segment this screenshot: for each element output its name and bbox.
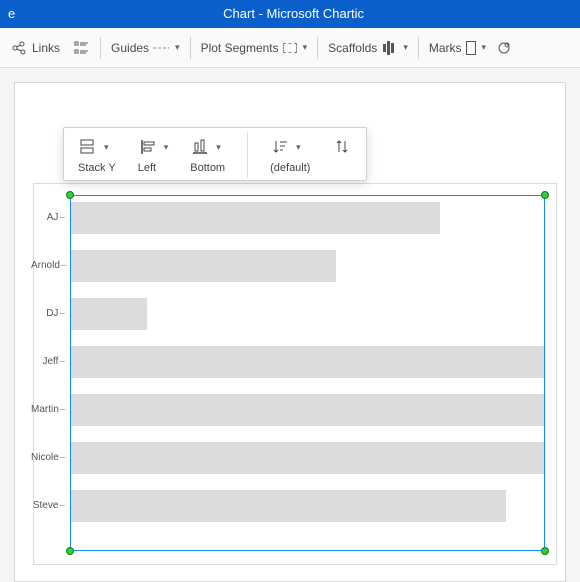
bar-row[interactable]: Steve [71, 490, 544, 522]
toolbar-separator [190, 37, 191, 59]
chevron-down-icon: ▾ [403, 42, 408, 53]
chevron-down-icon: ▾ [482, 42, 487, 53]
plot-segments-button[interactable]: Plot Segments ▾ [195, 28, 314, 67]
swap-button[interactable] [332, 136, 352, 174]
toolbar-separator [317, 37, 318, 59]
bar-row[interactable]: Nicole [71, 442, 544, 474]
scaffolds-icon [381, 40, 397, 56]
bar-label: Arnold [31, 260, 71, 271]
selection-handle-br[interactable] [541, 547, 549, 555]
selection-handle-tr[interactable] [541, 191, 549, 199]
chevron-down-icon: ▾ [303, 42, 308, 53]
stack-y-label: Stack Y [78, 162, 116, 174]
sort-default-button[interactable]: ▾ (default) [270, 136, 310, 174]
scaffolds-button[interactable]: Scaffolds ▾ [322, 28, 414, 67]
marks-label: Marks [429, 41, 462, 55]
guides-label: Guides [111, 41, 149, 55]
titlebar-left-fragment: e [8, 0, 15, 28]
plot-segments-icon [283, 43, 297, 53]
window-title: Chart - Microsoft Chartic [15, 0, 572, 28]
bar-label: AJ [31, 212, 71, 223]
marks-extra-icon [496, 40, 512, 56]
scaffolds-label: Scaffolds [328, 41, 377, 55]
align-bottom-icon [190, 137, 210, 157]
align-left-icon [138, 137, 158, 157]
bar-row[interactable]: Arnold [71, 250, 544, 282]
marks-button[interactable]: Marks ▾ [423, 28, 518, 67]
align-bottom-label: Bottom [190, 162, 225, 174]
swap-icon [332, 137, 352, 157]
context-toolbar: ▾ Stack Y ▾ Left ▾ Bottom [63, 127, 367, 181]
toolbar-separator [418, 37, 419, 59]
selection-handle-bl[interactable] [66, 547, 74, 555]
bar-rect[interactable] [71, 442, 544, 474]
chevron-down-icon: ▾ [296, 142, 301, 153]
selection-handle-tl[interactable] [66, 191, 74, 199]
bar-row[interactable]: AJ [71, 202, 544, 234]
bar-row[interactable]: DJ [71, 298, 544, 330]
main-toolbar: Links Guides ▾ Plot Segments ▾ Scaffolds… [0, 28, 580, 68]
links-label: Links [32, 41, 60, 55]
toolbar-separator [100, 37, 101, 59]
bar-rect[interactable] [71, 394, 544, 426]
sort-icon [270, 137, 290, 157]
bar-label: Jeff [31, 356, 71, 367]
chevron-down-icon: ▾ [175, 42, 180, 53]
mini-toolbar-separator [247, 132, 248, 178]
plot-area[interactable]: AJ Arnold DJ Jeff Martin Nicole Steve [70, 195, 545, 551]
guides-button[interactable]: Guides ▾ [105, 28, 186, 67]
bar-label: Martin [31, 404, 71, 415]
align-left-button[interactable]: ▾ Left [138, 136, 169, 174]
stack-y-button[interactable]: ▾ Stack Y [78, 136, 116, 174]
titlebar: e Chart - Microsoft Chartic [0, 0, 580, 28]
list-icon [74, 40, 90, 56]
canvas[interactable]: ▾ Stack Y ▾ Left ▾ Bottom [14, 82, 566, 582]
links-button[interactable]: Links [6, 28, 66, 67]
plot-segments-label: Plot Segments [201, 41, 279, 55]
align-bottom-button[interactable]: ▾ Bottom [190, 136, 225, 174]
bar-label: Steve [31, 500, 71, 511]
bar-rect[interactable] [71, 202, 440, 234]
chevron-down-icon: ▾ [104, 142, 109, 153]
bar-row[interactable]: Martin [71, 394, 544, 426]
bar-rect[interactable] [71, 250, 336, 282]
list-toggle-button[interactable] [68, 28, 96, 67]
bar-rect[interactable] [71, 346, 544, 378]
bar-rect[interactable] [71, 298, 147, 330]
chevron-down-icon: ▾ [216, 142, 221, 153]
marks-rect-icon [466, 41, 476, 55]
bar-rect[interactable] [71, 490, 506, 522]
guide-line-icon [153, 40, 169, 56]
chevron-down-icon: ▾ [164, 142, 169, 153]
stack-y-icon [78, 137, 98, 157]
align-left-label: Left [138, 162, 156, 174]
bar-row[interactable]: Jeff [71, 346, 544, 378]
bar-label: DJ [31, 308, 71, 319]
links-icon [12, 40, 28, 56]
sort-default-label: (default) [270, 162, 310, 174]
bar-label: Nicole [31, 452, 71, 463]
